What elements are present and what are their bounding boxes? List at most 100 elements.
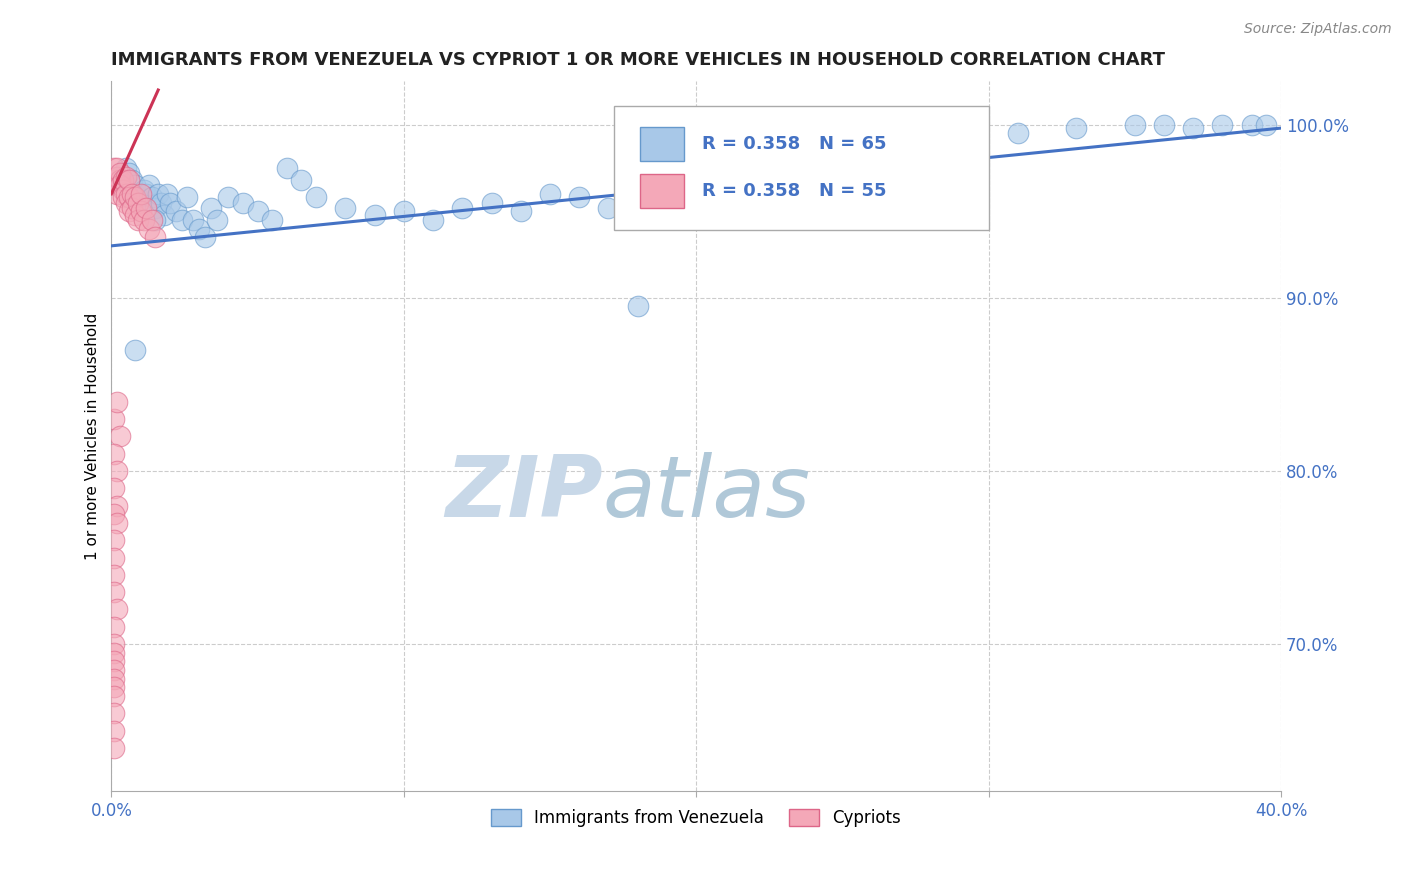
Point bbox=[105, 186, 128, 201]
Point bbox=[103, 672, 125, 686]
Point bbox=[363, 208, 385, 222]
Point bbox=[129, 204, 152, 219]
Point bbox=[124, 208, 146, 222]
Point bbox=[165, 204, 187, 219]
Point bbox=[176, 190, 198, 204]
Point bbox=[1182, 121, 1205, 136]
Point bbox=[124, 190, 146, 204]
Point bbox=[948, 138, 970, 153]
Point bbox=[115, 161, 138, 175]
Point bbox=[105, 602, 128, 616]
Point bbox=[135, 186, 157, 201]
Point bbox=[103, 663, 125, 677]
Point bbox=[105, 169, 128, 184]
Point bbox=[118, 166, 141, 180]
Point bbox=[129, 195, 152, 210]
Point bbox=[103, 533, 125, 548]
Point bbox=[103, 481, 125, 495]
Point bbox=[112, 190, 135, 204]
Point bbox=[105, 394, 128, 409]
Point bbox=[103, 173, 125, 187]
Point bbox=[103, 646, 125, 660]
Point bbox=[538, 186, 561, 201]
Point bbox=[108, 166, 131, 180]
Point bbox=[392, 204, 415, 219]
Point bbox=[103, 689, 125, 703]
Point bbox=[1007, 126, 1029, 140]
Point bbox=[103, 620, 125, 634]
Point bbox=[714, 153, 737, 167]
Point bbox=[1153, 118, 1175, 132]
Y-axis label: 1 or more Vehicles in Household: 1 or more Vehicles in Household bbox=[86, 313, 100, 560]
Point bbox=[115, 195, 138, 210]
Point bbox=[181, 212, 204, 227]
Point bbox=[451, 201, 474, 215]
Point bbox=[121, 186, 143, 201]
Point bbox=[124, 343, 146, 357]
Point bbox=[141, 212, 163, 227]
Point bbox=[200, 201, 222, 215]
Point bbox=[112, 173, 135, 187]
Point bbox=[143, 212, 166, 227]
Point bbox=[335, 201, 357, 215]
Point bbox=[205, 212, 228, 227]
Point bbox=[115, 186, 138, 201]
Point bbox=[118, 204, 141, 219]
Point bbox=[194, 230, 217, 244]
Point bbox=[598, 201, 620, 215]
Point bbox=[103, 681, 125, 695]
Point bbox=[129, 186, 152, 201]
Point bbox=[262, 212, 284, 227]
Point bbox=[103, 585, 125, 599]
Point bbox=[112, 173, 135, 187]
Point bbox=[1256, 118, 1278, 132]
Point bbox=[422, 212, 444, 227]
Point bbox=[159, 195, 181, 210]
Point bbox=[121, 173, 143, 187]
Bar bbox=[640, 127, 685, 161]
Point bbox=[108, 429, 131, 443]
Point bbox=[127, 190, 149, 204]
Point bbox=[153, 208, 176, 222]
Point bbox=[143, 201, 166, 215]
Point bbox=[103, 706, 125, 721]
Point bbox=[773, 135, 796, 149]
Point bbox=[141, 190, 163, 204]
Point bbox=[103, 161, 125, 175]
Point bbox=[170, 212, 193, 227]
Point bbox=[1123, 118, 1146, 132]
Point bbox=[105, 516, 128, 530]
Point bbox=[103, 550, 125, 565]
Point bbox=[103, 447, 125, 461]
FancyBboxPatch shape bbox=[614, 106, 988, 230]
Point bbox=[103, 723, 125, 738]
Point bbox=[232, 195, 254, 210]
Point bbox=[655, 169, 678, 184]
Point bbox=[103, 654, 125, 668]
Text: Source: ZipAtlas.com: Source: ZipAtlas.com bbox=[1244, 22, 1392, 37]
Point bbox=[1211, 118, 1233, 132]
Point bbox=[217, 190, 239, 204]
Point bbox=[276, 161, 298, 175]
Point bbox=[246, 204, 269, 219]
Point bbox=[290, 173, 312, 187]
Point bbox=[920, 131, 942, 145]
Point bbox=[132, 212, 155, 227]
Point bbox=[481, 195, 503, 210]
Point bbox=[108, 173, 131, 187]
Point bbox=[103, 567, 125, 582]
Point bbox=[121, 201, 143, 215]
Point bbox=[132, 183, 155, 197]
Point bbox=[138, 178, 160, 193]
Point bbox=[1240, 118, 1263, 132]
Point bbox=[108, 178, 131, 193]
Point bbox=[143, 230, 166, 244]
Point bbox=[124, 178, 146, 193]
Point bbox=[831, 169, 853, 184]
Legend: Immigrants from Venezuela, Cypriots: Immigrants from Venezuela, Cypriots bbox=[485, 803, 908, 834]
Point bbox=[156, 186, 179, 201]
Point bbox=[127, 212, 149, 227]
Point bbox=[509, 204, 531, 219]
Point bbox=[105, 464, 128, 478]
Point bbox=[118, 173, 141, 187]
